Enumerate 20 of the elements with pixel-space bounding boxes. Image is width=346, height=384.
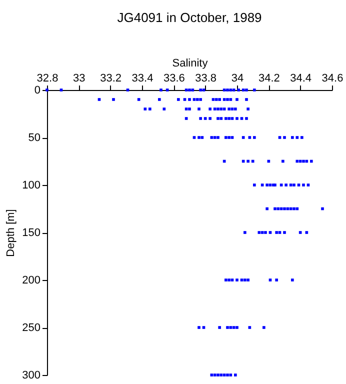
- x-tick-label: 34.6: [322, 72, 344, 84]
- x-tick-label: 34.4: [290, 72, 312, 84]
- y-tick-label: 50: [28, 132, 40, 144]
- x-tick-label: 33.4: [132, 72, 154, 84]
- y-tick-label: 100: [22, 180, 40, 192]
- x-tick-label: 34: [231, 72, 244, 84]
- y-tick-label: 200: [22, 274, 40, 286]
- chart-title: JG4091 in October, 1989: [117, 10, 262, 25]
- x-tick-label: 33: [73, 72, 86, 84]
- x-tick-label: 32.8: [36, 72, 58, 84]
- x-tick-label: 34.2: [258, 72, 280, 84]
- y-tick-label: 250: [22, 322, 40, 334]
- x-axis-title: Salinity: [172, 58, 208, 70]
- x-tick-label: 33.2: [100, 72, 122, 84]
- y-tick-label: 300: [22, 370, 40, 382]
- y-tick-label: 150: [22, 227, 40, 239]
- y-axis-title: Depth [m]: [5, 209, 18, 257]
- x-tick-label: 33.8: [195, 72, 217, 84]
- x-tick-label: 33.6: [163, 72, 185, 84]
- y-tick-label: 0: [34, 84, 40, 96]
